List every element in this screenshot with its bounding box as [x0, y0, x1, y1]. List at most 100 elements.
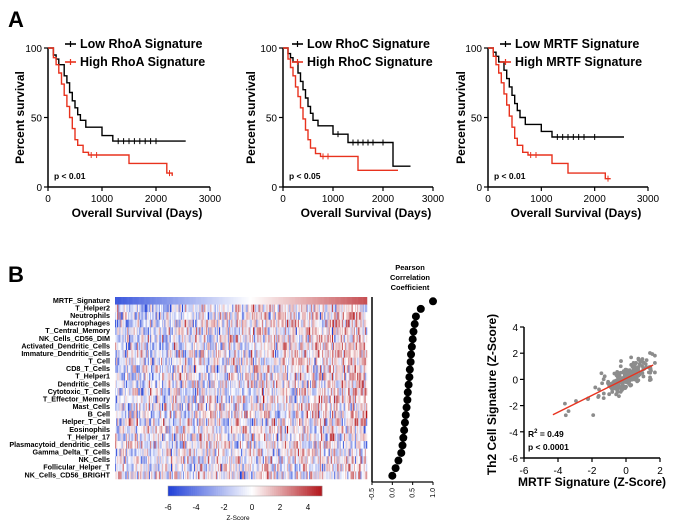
pearson-dot [404, 380, 413, 389]
p-value: p < 0.01 [54, 171, 86, 181]
pearson-dot [411, 312, 420, 321]
pearson-dot [416, 304, 425, 313]
legend-label: High MRTF Signature [515, 55, 642, 69]
x-tick-label: 2000 [372, 194, 395, 205]
y-axis-label: Percent survival [244, 71, 258, 164]
colorbar-tick-label: 2 [278, 503, 283, 512]
x-axis-label: Overall Survival (Days) [301, 206, 432, 220]
pearson-dot [400, 426, 409, 435]
heatmap-row-label: NK_Cells_CD56_BRIGHT [25, 470, 111, 479]
pearson-x-tick-label: 0.5 [410, 488, 417, 498]
y-axis-label: Percent survival [13, 71, 27, 164]
colorbar-tick-label: -6 [164, 503, 172, 512]
y-tick-label: 50 [266, 114, 278, 125]
x-tick-label: 0 [485, 194, 491, 205]
heatmap-row-label: CD8_T_Cells [66, 364, 110, 373]
survival-curve-high [48, 47, 173, 176]
pearson-dot [408, 335, 417, 344]
pearson-dot [388, 471, 397, 480]
legend-label: Low MRTF Signature [515, 37, 639, 51]
colorbar-tick-label: 0 [250, 503, 255, 512]
p-value: p < 0.01 [494, 171, 526, 181]
x-tick-label: 0 [280, 194, 286, 205]
heatmap-row-label: Plasmacytoid_dendritic_cells [9, 440, 110, 449]
heatmap-row-label: Follicular_Helper_T [43, 463, 110, 472]
scatter-y-axis-label: Th2 Cell Signature (Z-Score) [485, 314, 499, 475]
x-tick-label: 1000 [530, 194, 553, 205]
pearson-dot [410, 320, 419, 329]
pearson-dot-plot: Pearson Correlation Coefficient -0.5 0.0 0.5 1… [369, 263, 437, 500]
scatter-y-tick-label: 2 [512, 349, 518, 360]
heatmap-row-label: Macrophages [64, 319, 110, 328]
pearson-dot [397, 448, 406, 457]
heatmap-row-label: T_Helper2 [75, 303, 110, 312]
heatmap-row-label: T_Effector_Memory [43, 394, 110, 403]
scatter-x-tick-label: -2 [588, 466, 597, 477]
scatter-y-tick-label: -4 [509, 428, 518, 439]
heatmap-row-label: T_Helper1 [75, 372, 110, 381]
pearson-title: Pearson Correlation Coefficient [390, 263, 430, 292]
heatmap-row-label: Helper_T_Cell [62, 417, 110, 426]
scatter-y-tick-label: 4 [512, 323, 518, 334]
colorbar-tick-label: 4 [306, 503, 311, 512]
heatmap-row-label: NK_Cells_CD56_DIM [39, 334, 110, 343]
pearson-dot [406, 357, 415, 366]
heatmap-row-label: MRTF_Signature [53, 296, 110, 305]
heatmap-row-label: T_Central_Memory [45, 326, 110, 335]
survival-curve-high [488, 47, 611, 180]
scatter-x-axis-label: MRTF Signature (Z-Score) [518, 475, 666, 489]
p-value: p < 0.05 [289, 171, 321, 181]
survival-curve-low [488, 47, 624, 138]
scatter-x-tick-label: -4 [554, 466, 563, 477]
scatter-y-tick-label: -2 [509, 402, 518, 413]
pearson-dot [405, 365, 414, 374]
pearson-dot [403, 388, 412, 397]
survival-curve-high [283, 47, 398, 171]
pearson-dot [409, 327, 418, 336]
survival-curve-low [283, 47, 411, 167]
heatmap-cells [115, 297, 368, 480]
scatter-x-tick-label: 0 [623, 466, 629, 477]
colorbar-tick-label: -2 [220, 503, 228, 512]
pearson-dot [405, 373, 414, 382]
pearson-dot [399, 433, 408, 442]
scatter-y-tick-label: -6 [509, 454, 518, 465]
y-axis-label: Percent survival [454, 71, 468, 164]
r-squared-label: R2 = 0.49 [528, 429, 564, 439]
x-axis-label: Overall Survival (Days) [72, 206, 203, 220]
x-tick-label: 2000 [584, 194, 607, 205]
pearson-dot [403, 395, 412, 404]
pearson-dot [394, 456, 403, 465]
y-tick-label: 50 [31, 114, 43, 125]
scatter-points [563, 351, 657, 418]
pearson-x-tick-label: 0.0 [389, 488, 396, 498]
y-tick-label: 0 [36, 183, 42, 194]
heatmap-row-label: Neutrophils [70, 311, 110, 320]
legend-label: Low RhoC Signature [307, 37, 430, 51]
pearson-dot [429, 297, 437, 306]
heatmap-row-label: T_Helper_17 [67, 432, 110, 441]
scatter-x-tick-label: 2 [657, 466, 663, 477]
scatter-y-tick-label: 0 [512, 375, 518, 386]
heatmap-row-label: Eosinophils [69, 425, 110, 434]
pearson-dot [398, 441, 407, 450]
pearson-dot [407, 350, 416, 359]
panel-label-b: B [8, 262, 24, 287]
y-tick-label: 100 [260, 44, 277, 55]
heatmap-row-label: Mast_Cells [72, 402, 110, 411]
y-tick-label: 0 [271, 183, 277, 194]
pearson-dot [400, 418, 409, 427]
heatmap-row-label: B_Cell [88, 410, 110, 419]
x-tick-label: 3000 [199, 194, 222, 205]
heatmap-row-label: Cytotoxic_T_Cells [48, 387, 110, 396]
colorbar-tick-label: -4 [192, 503, 200, 512]
fit-line [552, 364, 654, 416]
y-tick-label: 100 [25, 44, 42, 55]
legend-label: High RhoC Signature [307, 55, 433, 69]
colorbar [167, 485, 323, 497]
y-tick-label: 0 [476, 183, 482, 194]
